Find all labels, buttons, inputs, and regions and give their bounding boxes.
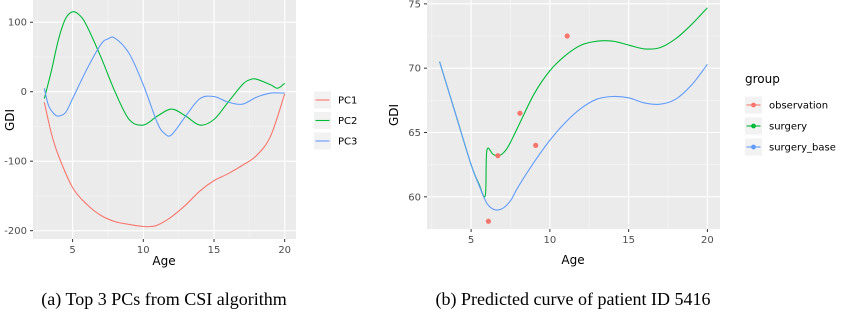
panel-b-tick-label-y: 60 — [408, 192, 421, 203]
panel-a-pc3-line — [43, 36, 285, 137]
panel-a-tick-label-x: 15 — [208, 245, 221, 256]
panel-b-tick-label-x: 10 — [544, 235, 557, 246]
panel-a-tick-label-x: 5 — [69, 245, 75, 256]
panel-b-observation-point — [564, 33, 570, 39]
panel-b-legend-point-surgery — [751, 123, 756, 129]
panel-a-pc2-line — [43, 11, 286, 126]
panel-a-legend-label-pc3: PC3 — [338, 137, 357, 148]
panel-a-x-axis-title: Age — [152, 254, 175, 268]
panel-b-tick-label-x: 20 — [701, 235, 714, 246]
panel-a-tick-label-y: 0 — [21, 87, 27, 98]
panel-a-y-axis-title: GDI — [3, 109, 17, 131]
panel-a-marks — [43, 11, 286, 228]
panel-b-legend-point-observation — [751, 102, 756, 108]
panel-b-legend-label-surgery: surgery — [769, 122, 807, 133]
panel-a-legend-label-pc1: PC1 — [338, 96, 357, 107]
panel-b-marks — [439, 7, 708, 224]
panel-b-observation-point — [533, 142, 539, 148]
panel-b-tick-label-x: 15 — [622, 235, 635, 246]
panel-a-caption: (a) Top 3 PCs from CSI algorithm — [41, 289, 286, 310]
panel-b-observation-point — [495, 153, 501, 159]
panel-a-pc1-line — [43, 93, 286, 228]
panel-b-surgery-base-line — [439, 61, 708, 211]
panel-a-tick-label-y: -200 — [4, 226, 27, 237]
panel-b-observation-point — [485, 218, 492, 224]
panel-b-legend-label-surgery-base: surgery_base — [769, 143, 836, 154]
panel-b-legend-title: group — [745, 72, 780, 86]
panel-a-tick-label-x: 20 — [278, 245, 291, 256]
panel-b-tick-label-y: 75 — [408, 0, 421, 10]
panel-b-y-axis-title: GDI — [387, 104, 401, 126]
panel-b-caption: (b) Predicted curve of patient ID 5416 — [436, 289, 711, 310]
panel-a-tick-label-y: -100 — [4, 157, 27, 168]
panel-b-tick-label-y: 65 — [408, 128, 421, 139]
panel-b-tick-label-y: 70 — [408, 64, 421, 75]
panel-b-legend-label-observation: observation — [769, 101, 828, 112]
panel-b-observation-point — [517, 110, 523, 116]
panel-b-x-axis-title: Age — [561, 253, 584, 267]
panel-a-panel-background — [33, 0, 296, 239]
panel-a-legend-label-pc2: PC2 — [338, 116, 357, 127]
panel-a-tick-label-x: 10 — [137, 245, 150, 256]
panel-a-tick-label-y: 100 — [8, 18, 27, 29]
panel-b-tick-label-x: 5 — [468, 235, 474, 246]
panel-b-legend-point-surgery-base — [751, 144, 756, 150]
